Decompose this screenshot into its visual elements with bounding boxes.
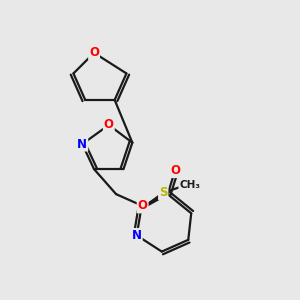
Text: N: N: [77, 138, 87, 151]
Text: O: O: [138, 200, 148, 212]
Text: O: O: [170, 164, 180, 177]
Text: O: O: [104, 118, 114, 131]
Text: S: S: [159, 186, 167, 199]
Text: N: N: [132, 229, 142, 242]
Text: O: O: [89, 46, 99, 59]
Text: CH₃: CH₃: [179, 180, 200, 190]
